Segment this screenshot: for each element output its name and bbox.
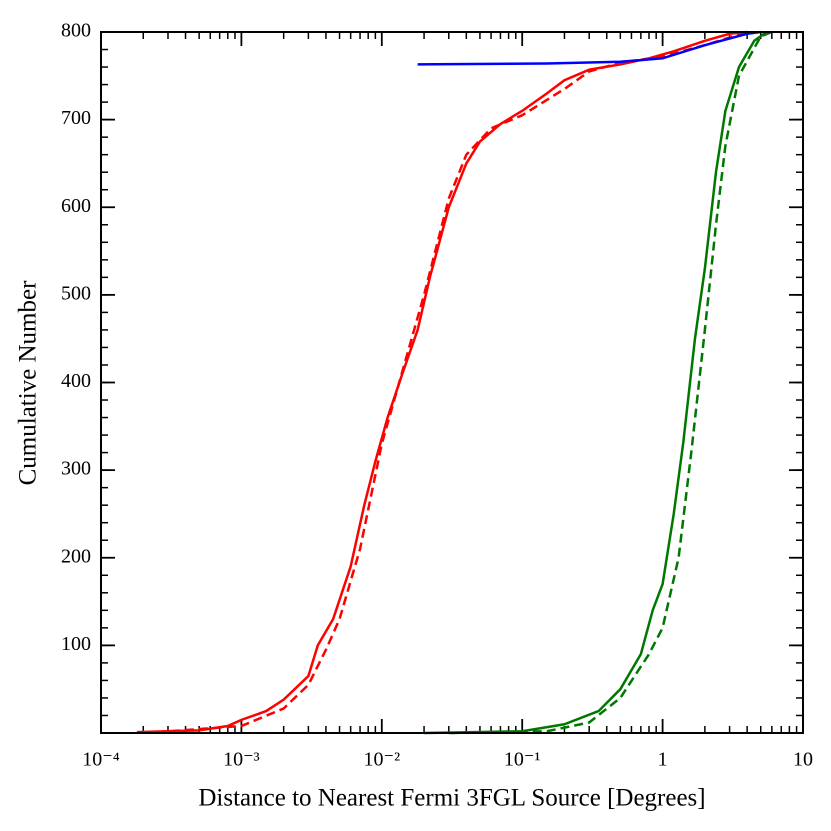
series-line [448,30,773,735]
x-tick-label: 10⁻³ [223,749,260,771]
series-line [424,30,768,735]
y-tick-label: 700 [61,107,91,129]
x-tick-label: 10⁻⁴ [82,749,120,771]
y-tick-label: 500 [61,282,91,304]
x-axis-label: Distance to Nearest Fermi 3FGL Source [D… [198,785,705,812]
y-tick-label: 300 [61,458,91,480]
x-tick-label: 10⁻² [364,749,401,771]
x-tick-label: 10 [793,749,813,771]
plot-frame [100,31,804,734]
y-tick-label: 100 [61,633,91,655]
y-tick-label: 800 [61,20,91,42]
y-tick-label: 400 [61,370,91,392]
series-line [136,30,748,734]
y-tick-label: 200 [61,545,91,567]
series-line [156,30,748,734]
y-axis-label: Cumulative Number [15,280,42,485]
series-line [417,30,761,66]
x-tick-label: 1 [658,749,668,771]
y-tick-label: 600 [61,195,91,217]
x-tick-label: 10⁻¹ [504,749,541,771]
